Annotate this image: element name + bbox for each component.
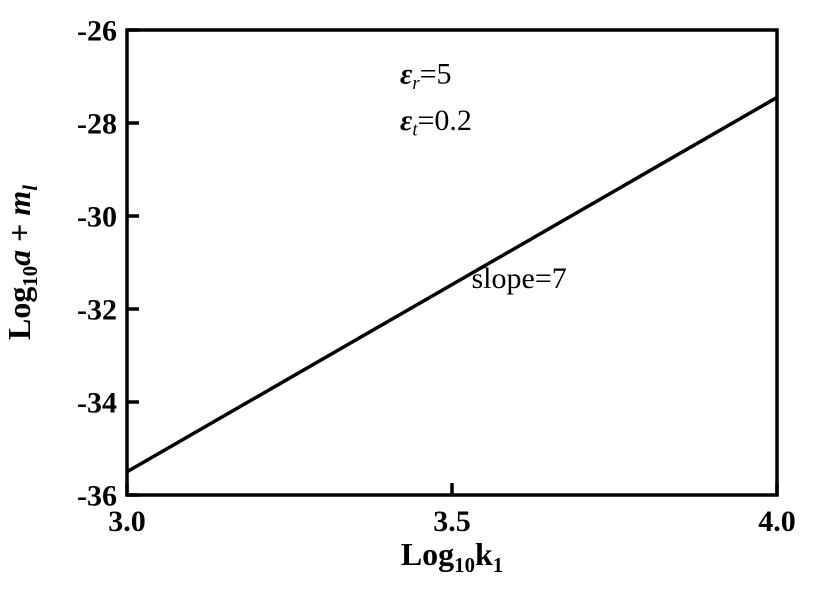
y-tick-label: -34 <box>77 387 117 420</box>
x-axis-label: Log10k1 <box>401 536 503 577</box>
x-tick-label: 4.0 <box>758 505 796 538</box>
line-chart: 3.03.54.0-36-34-32-30-28-26Log10k1Log10a… <box>0 0 820 595</box>
annotation-slope: slope=7 <box>472 262 567 295</box>
y-tick-label: -36 <box>77 480 117 513</box>
chart-container: 3.03.54.0-36-34-32-30-28-26Log10k1Log10a… <box>0 0 820 595</box>
y-axis-label: Log10a + ml <box>1 185 42 340</box>
annotation-eps_r: εr=5 <box>400 57 451 93</box>
y-tick-label: -30 <box>77 201 117 234</box>
annotation-eps_t: εt=0.2 <box>400 104 472 140</box>
y-tick-label: -26 <box>77 15 117 48</box>
y-tick-label: -32 <box>77 294 117 327</box>
x-tick-label: 3.5 <box>433 505 471 538</box>
y-tick-label: -28 <box>77 108 117 141</box>
